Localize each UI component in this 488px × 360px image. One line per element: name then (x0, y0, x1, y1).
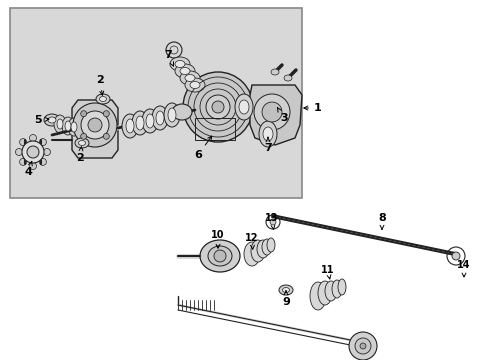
Ellipse shape (282, 288, 289, 292)
Ellipse shape (57, 119, 63, 129)
Bar (195, 118, 235, 140)
Ellipse shape (20, 139, 26, 145)
Ellipse shape (257, 240, 268, 258)
Ellipse shape (317, 281, 331, 305)
Ellipse shape (184, 78, 204, 92)
Ellipse shape (190, 81, 200, 89)
Ellipse shape (214, 250, 225, 262)
Ellipse shape (54, 115, 66, 133)
Ellipse shape (88, 118, 102, 132)
Ellipse shape (29, 135, 37, 141)
Ellipse shape (250, 240, 264, 262)
Ellipse shape (81, 133, 86, 139)
Ellipse shape (40, 139, 46, 145)
Ellipse shape (451, 252, 459, 260)
Text: 7: 7 (264, 138, 271, 153)
Ellipse shape (325, 281, 336, 301)
Ellipse shape (262, 239, 271, 255)
Ellipse shape (354, 338, 370, 354)
Text: 2: 2 (96, 75, 103, 95)
Ellipse shape (75, 138, 89, 148)
Ellipse shape (263, 127, 272, 141)
Ellipse shape (22, 141, 44, 163)
Ellipse shape (136, 116, 143, 130)
Ellipse shape (205, 95, 229, 119)
Text: 1: 1 (303, 103, 321, 113)
Ellipse shape (168, 108, 176, 122)
Ellipse shape (348, 332, 376, 360)
Ellipse shape (44, 114, 60, 126)
Ellipse shape (266, 238, 274, 252)
Text: 11: 11 (321, 265, 334, 279)
Ellipse shape (126, 119, 134, 133)
Ellipse shape (132, 111, 148, 135)
Text: 5: 5 (34, 115, 49, 125)
Text: 7: 7 (164, 50, 173, 66)
Ellipse shape (337, 279, 346, 295)
Ellipse shape (103, 133, 109, 139)
Text: 4: 4 (24, 161, 32, 177)
Ellipse shape (152, 106, 168, 130)
Ellipse shape (146, 114, 154, 128)
Ellipse shape (99, 96, 106, 102)
Ellipse shape (279, 285, 292, 295)
Text: 13: 13 (264, 213, 278, 229)
Ellipse shape (180, 68, 190, 75)
Text: 14: 14 (456, 260, 470, 277)
Text: 10: 10 (211, 230, 224, 248)
Ellipse shape (163, 103, 180, 127)
Ellipse shape (40, 158, 46, 165)
Ellipse shape (156, 111, 163, 125)
Ellipse shape (79, 140, 85, 145)
Ellipse shape (200, 240, 240, 272)
Ellipse shape (172, 104, 192, 120)
Ellipse shape (262, 102, 282, 122)
Ellipse shape (359, 343, 365, 349)
Text: 3: 3 (277, 108, 287, 123)
Ellipse shape (81, 111, 86, 117)
Ellipse shape (259, 121, 276, 147)
Polygon shape (72, 100, 118, 158)
Ellipse shape (68, 118, 80, 136)
Ellipse shape (20, 158, 26, 165)
Ellipse shape (29, 162, 37, 170)
Bar (10, 8, 302, 198)
Ellipse shape (180, 71, 200, 85)
Text: 12: 12 (245, 233, 258, 249)
Ellipse shape (48, 117, 56, 123)
Ellipse shape (16, 149, 22, 156)
Ellipse shape (212, 101, 224, 113)
Ellipse shape (81, 111, 109, 139)
Text: 9: 9 (282, 291, 289, 307)
Ellipse shape (43, 149, 50, 156)
Ellipse shape (65, 121, 71, 131)
Ellipse shape (103, 111, 109, 117)
Text: 8: 8 (377, 213, 385, 229)
Ellipse shape (62, 117, 74, 135)
Ellipse shape (175, 60, 184, 68)
Ellipse shape (183, 72, 252, 142)
Ellipse shape (73, 103, 117, 147)
Ellipse shape (96, 94, 110, 104)
Ellipse shape (309, 282, 325, 310)
Ellipse shape (239, 100, 248, 114)
Ellipse shape (142, 109, 158, 133)
Ellipse shape (170, 57, 190, 71)
Ellipse shape (284, 75, 291, 81)
Ellipse shape (235, 94, 252, 120)
Ellipse shape (71, 122, 77, 132)
Ellipse shape (207, 246, 231, 266)
Polygon shape (249, 85, 302, 145)
Text: 6: 6 (194, 136, 211, 160)
Ellipse shape (122, 114, 138, 138)
Text: 2: 2 (76, 147, 84, 163)
Ellipse shape (331, 280, 341, 298)
Ellipse shape (269, 219, 275, 225)
Ellipse shape (175, 64, 195, 78)
Ellipse shape (184, 75, 195, 81)
Ellipse shape (27, 146, 39, 158)
Ellipse shape (253, 94, 289, 130)
Ellipse shape (244, 242, 260, 266)
Ellipse shape (270, 69, 279, 75)
